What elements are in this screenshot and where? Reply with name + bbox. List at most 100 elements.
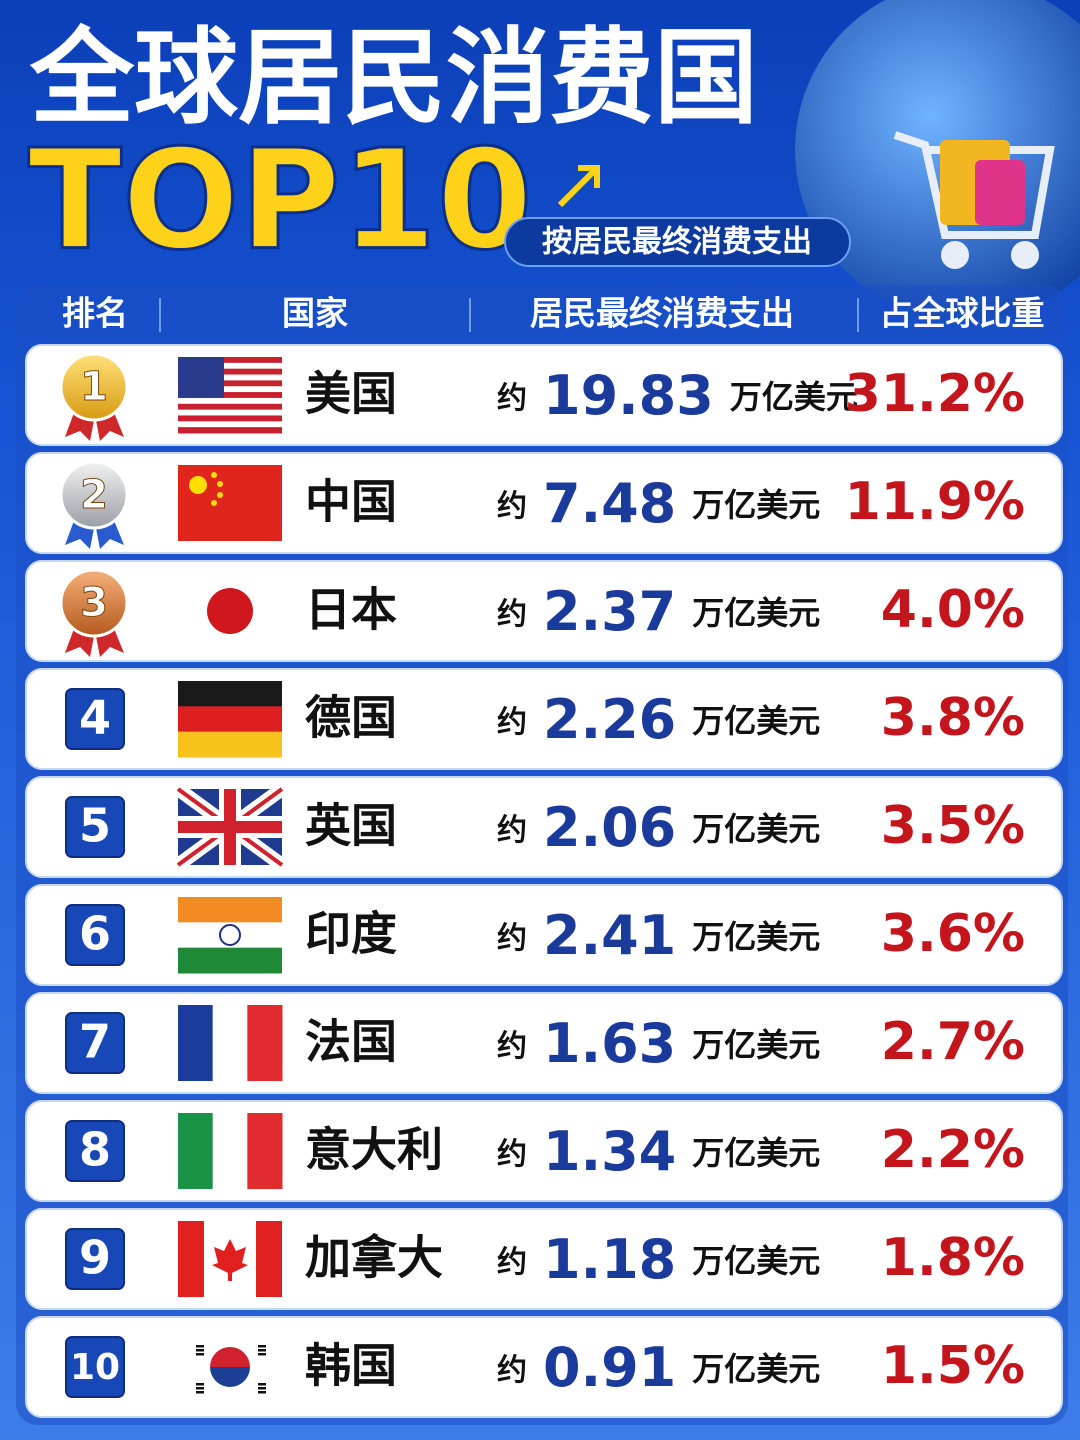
row-card — [25, 884, 1063, 986]
spending-value: 2.41 — [543, 904, 676, 967]
table-row: 4 德国 约 2.26 万亿美元 3.8% — [25, 668, 1063, 770]
flag-part — [178, 421, 282, 428]
rank-badge — [65, 1336, 125, 1398]
rank: 5 — [79, 799, 111, 853]
rank: 8 — [79, 1123, 111, 1177]
table-row: 7 法国 约 1.63 万亿美元 2.7% — [25, 992, 1063, 1094]
arrow-icon — [557, 165, 600, 208]
spending-value: 0.91 — [543, 1336, 676, 1399]
flag-part — [178, 947, 282, 974]
flag-part — [178, 922, 282, 949]
flag-part — [178, 386, 282, 393]
rank: 3 — [80, 580, 108, 626]
flag-part — [210, 1347, 250, 1367]
prefix: 约 — [497, 489, 527, 524]
flag-part — [212, 1113, 248, 1189]
table-row: 2 中国 约 7.48 万亿美元 11.9% — [25, 452, 1063, 554]
country-name: 加拿大 — [305, 1231, 443, 1285]
flag-part — [211, 472, 217, 478]
unit: 万亿美元 — [730, 378, 858, 416]
share: 2.2% — [881, 1120, 1025, 1180]
unit: 万亿美元 — [692, 702, 820, 740]
flag-part — [178, 731, 282, 758]
unit: 万亿美元 — [692, 1134, 820, 1172]
country-name: 中国 — [305, 475, 397, 529]
unit: 万亿美元 — [692, 486, 820, 524]
flag-part — [178, 403, 282, 411]
prefix: 约 — [497, 381, 527, 416]
medal — [59, 568, 129, 638]
rank: 4 — [79, 691, 111, 745]
rank: 9 — [79, 1231, 111, 1285]
flag-part — [196, 1353, 204, 1356]
flag — [178, 465, 282, 541]
flag-part — [178, 357, 282, 364]
unit: 万亿美元 — [692, 918, 820, 956]
spending: 约 1.18 万亿美元 — [497, 1228, 820, 1291]
unit: 万亿美元 — [692, 810, 820, 848]
row-card — [25, 1208, 1063, 1310]
flag-part — [178, 374, 282, 381]
flag-part — [178, 1005, 214, 1081]
spending: 约 1.63 万亿美元 — [497, 1012, 820, 1075]
flag-part — [178, 357, 224, 398]
row-card — [25, 992, 1063, 1094]
rank: 10 — [70, 1347, 120, 1388]
flag-part — [178, 409, 282, 416]
country-name: 韩国 — [305, 1339, 397, 1393]
flag-part — [258, 1383, 266, 1386]
flag-part — [178, 362, 282, 370]
country-name: 英国 — [305, 799, 397, 853]
flag-part — [189, 476, 207, 494]
share: 3.5% — [881, 796, 1025, 856]
flag-part — [178, 897, 282, 923]
column-header: 占全球比重 — [880, 294, 1045, 333]
flag-part — [178, 415, 282, 422]
prefix: 约 — [497, 1029, 527, 1064]
country-name: 德国 — [305, 691, 397, 745]
flag — [178, 1113, 283, 1189]
row-card — [25, 1100, 1063, 1202]
flag-part — [210, 1367, 250, 1387]
title-highlight: TOP10 — [28, 120, 533, 281]
country-name: 印度 — [305, 907, 397, 961]
share: 4.0% — [881, 580, 1025, 640]
flag — [178, 1005, 283, 1081]
flag-part — [196, 1387, 204, 1390]
unit: 万亿美元 — [692, 1242, 820, 1280]
flag-part — [178, 681, 282, 707]
share: 1.5% — [881, 1336, 1025, 1396]
flag-part — [258, 1391, 266, 1394]
rank-badge — [65, 1120, 125, 1182]
rank: 1 — [80, 364, 108, 410]
spending-value: 2.26 — [543, 688, 676, 751]
cart-icon — [893, 131, 1055, 269]
flag-part — [212, 1005, 248, 1081]
row-card — [25, 668, 1063, 770]
row-card — [25, 452, 1063, 554]
flag-part — [211, 500, 217, 506]
flag — [178, 897, 282, 974]
spending-value: 2.37 — [543, 580, 676, 643]
prefix: 约 — [497, 921, 527, 956]
flag-part — [178, 465, 282, 541]
flag-part — [217, 481, 223, 487]
table-row: 5 英国 约 2.06 万亿美元 3.5% — [25, 776, 1063, 878]
country-name: 美国 — [305, 367, 397, 421]
table-row: 9 加拿大 约 1.18 万亿美元 1.8% — [25, 1208, 1063, 1310]
globe — [795, 0, 1080, 320]
unit: 万亿美元 — [692, 594, 820, 632]
table-row: 10 韩国 约 0.91 万亿美元 1.5% — [25, 1316, 1063, 1418]
rank-badge — [65, 904, 125, 966]
spending: 约 2.06 万亿美元 — [497, 796, 820, 859]
flag-part — [207, 588, 253, 634]
flag — [178, 1329, 282, 1405]
row-card — [25, 344, 1063, 446]
share: 3.6% — [881, 904, 1025, 964]
rank: 6 — [79, 907, 111, 961]
medal — [59, 460, 129, 530]
flag-part — [178, 706, 282, 733]
unit: 万亿美元 — [692, 1350, 820, 1388]
